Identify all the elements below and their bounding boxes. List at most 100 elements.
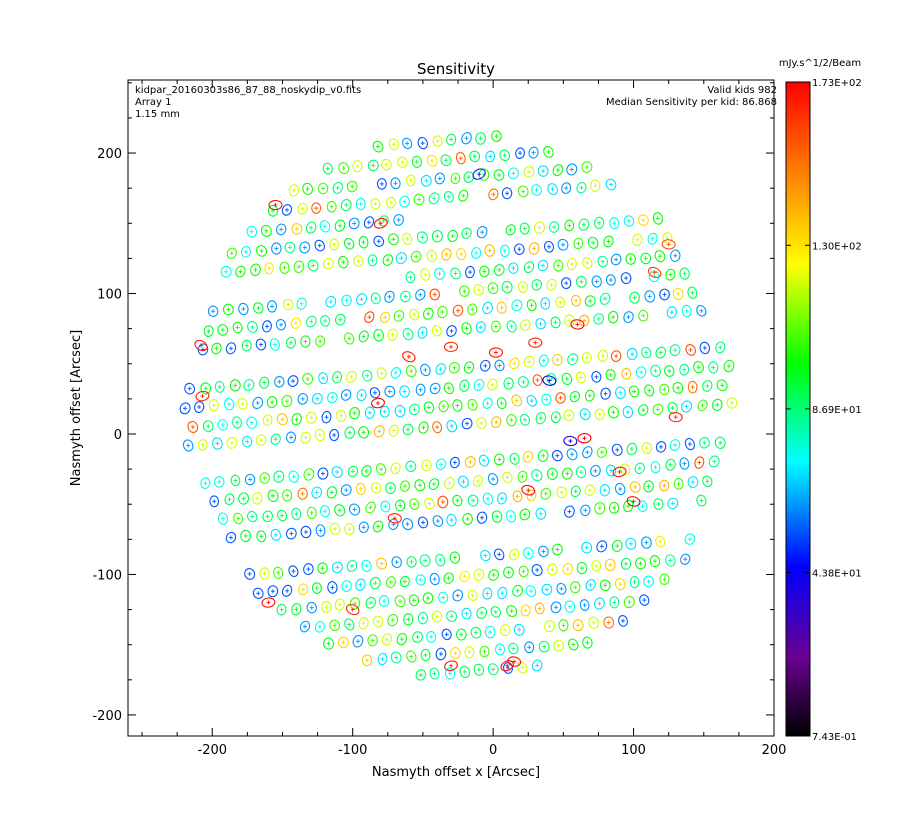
kid-marker bbox=[356, 293, 368, 306]
kid-marker bbox=[246, 416, 258, 429]
kid-beam-ellipse bbox=[535, 507, 547, 520]
kid-marker bbox=[708, 455, 720, 468]
kid-beam-ellipse bbox=[585, 579, 596, 591]
y-tick-label: 0 bbox=[114, 428, 122, 443]
kid-marker bbox=[599, 483, 611, 497]
kid-marker bbox=[487, 378, 498, 391]
kid-beam-ellipse bbox=[335, 313, 346, 326]
kid-marker bbox=[569, 390, 581, 403]
kid-beam-ellipse bbox=[349, 406, 360, 420]
kid-marker bbox=[614, 482, 626, 496]
kid-marker bbox=[244, 473, 256, 486]
kid-marker bbox=[399, 480, 410, 492]
kid-beam-ellipse bbox=[347, 465, 359, 477]
kid-beam-ellipse bbox=[393, 213, 404, 226]
kid-marker bbox=[669, 439, 681, 451]
kid-beam-ellipse bbox=[528, 337, 543, 348]
kid-beam-ellipse bbox=[564, 505, 575, 518]
kid-beam-ellipse bbox=[223, 397, 235, 411]
kid-beam-ellipse bbox=[400, 290, 411, 303]
kid-marker bbox=[220, 265, 232, 278]
kid-beam-ellipse bbox=[550, 411, 561, 424]
kid-beam-ellipse bbox=[217, 419, 229, 431]
annotation-valid-kids: Valid kids 982 bbox=[707, 85, 777, 96]
kid-beam-ellipse bbox=[325, 295, 337, 308]
kid-beam-ellipse bbox=[241, 339, 252, 352]
kid-beam-ellipse bbox=[322, 258, 334, 270]
kid-marker bbox=[506, 414, 517, 427]
kid-marker bbox=[465, 265, 475, 279]
kid-marker bbox=[415, 574, 426, 586]
kid-marker bbox=[300, 525, 312, 539]
kid-beam-ellipse bbox=[395, 499, 406, 512]
kid-marker bbox=[577, 433, 592, 444]
kid-marker bbox=[179, 402, 191, 415]
kid-marker bbox=[558, 619, 569, 632]
kid-beam-ellipse bbox=[679, 363, 690, 376]
kid-marker bbox=[409, 403, 420, 416]
kid-beam-ellipse bbox=[235, 265, 246, 278]
kid-marker bbox=[463, 361, 475, 374]
kid-marker bbox=[373, 328, 384, 342]
kid-marker bbox=[456, 247, 467, 261]
kid-marker bbox=[209, 495, 220, 508]
kid-marker bbox=[269, 338, 280, 351]
kid-beam-ellipse bbox=[576, 182, 587, 194]
kid-beam-ellipse bbox=[209, 495, 220, 508]
kid-beam-ellipse bbox=[702, 475, 713, 488]
kid-marker bbox=[380, 311, 391, 324]
kid-beam-ellipse bbox=[679, 267, 690, 280]
kid-beam-ellipse bbox=[281, 394, 293, 408]
kid-marker bbox=[561, 182, 572, 194]
kid-beam-ellipse bbox=[487, 473, 499, 486]
kid-beam-ellipse bbox=[534, 602, 545, 615]
kid-marker bbox=[422, 592, 434, 604]
kid-beam-ellipse bbox=[217, 512, 229, 526]
kid-beam-ellipse bbox=[599, 579, 611, 592]
kid-beam-ellipse bbox=[487, 663, 499, 676]
kid-beam-ellipse bbox=[243, 379, 255, 392]
kid-marker bbox=[450, 267, 461, 280]
kid-marker bbox=[426, 249, 437, 263]
kid-beam-ellipse bbox=[305, 221, 317, 234]
kid-marker bbox=[582, 636, 593, 649]
kid-marker bbox=[406, 650, 417, 663]
kid-beam-ellipse bbox=[402, 423, 414, 436]
kid-marker bbox=[340, 389, 352, 401]
kid-beam-ellipse bbox=[570, 319, 585, 330]
kid-marker bbox=[395, 499, 406, 512]
kid-beam-ellipse bbox=[547, 563, 558, 576]
kid-marker bbox=[585, 579, 596, 591]
kid-beam-ellipse bbox=[479, 645, 490, 658]
kid-beam-ellipse bbox=[567, 638, 579, 651]
kid-beam-ellipse bbox=[668, 411, 683, 423]
kid-beam-ellipse bbox=[420, 363, 431, 377]
kid-beam-ellipse bbox=[405, 174, 416, 187]
kid-marker bbox=[238, 302, 249, 316]
kid-beam-ellipse bbox=[305, 411, 317, 424]
kid-marker bbox=[546, 373, 557, 385]
kid-marker bbox=[661, 239, 676, 250]
kid-marker bbox=[223, 397, 235, 411]
kid-beam-ellipse bbox=[535, 412, 547, 425]
kid-beam-ellipse bbox=[332, 181, 344, 194]
kid-marker bbox=[384, 290, 395, 303]
kid-marker bbox=[652, 403, 664, 416]
kid-beam-ellipse bbox=[487, 378, 498, 391]
kid-marker bbox=[526, 489, 537, 502]
kid-beam-ellipse bbox=[434, 172, 445, 185]
kid-marker bbox=[596, 446, 608, 458]
kid-beam-ellipse bbox=[417, 516, 429, 529]
kid-marker bbox=[550, 316, 561, 329]
kid-marker bbox=[187, 420, 199, 433]
kid-marker bbox=[423, 401, 435, 414]
kid-marker bbox=[384, 385, 396, 398]
kid-beam-ellipse bbox=[240, 246, 251, 258]
kid-marker bbox=[194, 401, 205, 413]
kid-beam-ellipse bbox=[435, 647, 447, 661]
kid-marker bbox=[622, 405, 634, 419]
kid-beam-ellipse bbox=[459, 665, 471, 678]
kid-marker bbox=[369, 576, 381, 590]
kid-marker bbox=[575, 371, 586, 384]
kid-marker bbox=[528, 337, 543, 348]
